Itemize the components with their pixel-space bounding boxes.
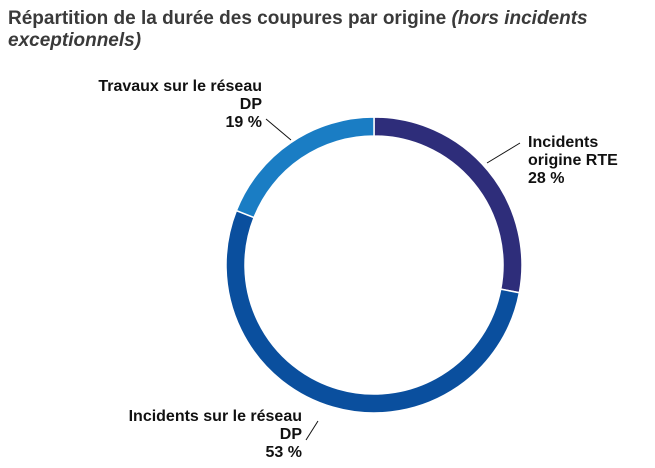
- category-label: Incidents sur le réseau DP: [128, 408, 302, 443]
- leader-line: [486, 142, 521, 164]
- value-label: 19 %: [225, 114, 262, 131]
- slice-label: Travaux sur le réseau DP 19 %: [80, 78, 262, 132]
- slice-label: Incidents origine RTE 28 %: [528, 134, 653, 188]
- chart-title: Répartition de la durée des coupures par…: [8, 8, 628, 52]
- category-label: Incidents origine RTE: [528, 134, 618, 169]
- title: Répartition de la durée des coupures par…: [8, 8, 447, 29]
- leader-line: [305, 420, 319, 441]
- slice-label: Incidents sur le réseau DP 53 %: [120, 408, 302, 462]
- donut-segment: [225, 209, 521, 414]
- value-label: 53 %: [265, 444, 302, 461]
- value-label: 28 %: [528, 170, 565, 187]
- donut-segment: [373, 116, 523, 294]
- category-label: Travaux sur le réseau DP: [98, 78, 262, 113]
- donut-segment: [235, 116, 375, 219]
- leader-line: [265, 118, 292, 141]
- subtitle: (hors incidents exceptionnels): [8, 8, 588, 51]
